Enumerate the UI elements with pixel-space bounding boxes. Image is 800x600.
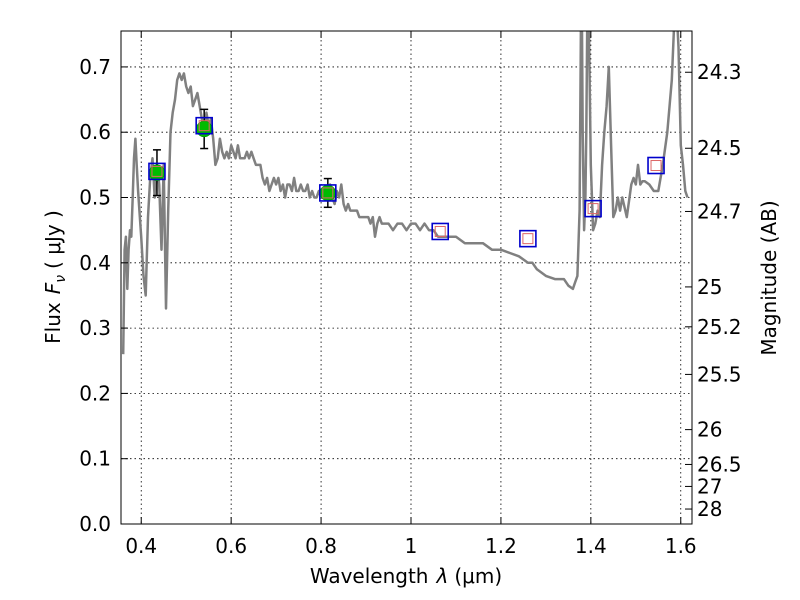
x-tick-label-5: 1.4 xyxy=(575,534,607,558)
mag-tick-label-3: 25 xyxy=(697,275,722,299)
model-point-0 xyxy=(148,162,166,181)
sed-model-layer xyxy=(121,31,689,355)
y-tick-label-3: 0.3 xyxy=(79,316,111,340)
ticks xyxy=(121,31,692,525)
y-tick-labels: 0.0 0.1 0.2 0.3 0.4 0.5 0.6 0.7 xyxy=(79,55,111,536)
mag-tick-label-9: 28 xyxy=(697,497,722,521)
y-tick-label-7: 0.7 xyxy=(79,55,111,79)
mag-tick-label-0: 24.3 xyxy=(697,60,742,84)
mag-tick-label-2: 24.7 xyxy=(697,199,742,223)
model-point-1 xyxy=(195,116,213,135)
y-tick-label-6: 0.6 xyxy=(79,120,111,144)
x-tick-label-2: 0.8 xyxy=(305,534,337,558)
x-tick-label-1: 0.6 xyxy=(215,534,247,558)
mag-tick-label-8: 27 xyxy=(697,474,722,498)
observed-point-0 xyxy=(148,164,166,181)
y-axis-label: FluxFν( μJy ) xyxy=(41,210,69,344)
observed-point-2 xyxy=(319,184,337,202)
model-point-6 xyxy=(647,156,665,175)
model-point-5 xyxy=(584,199,602,218)
y-tick-label-4: 0.4 xyxy=(79,251,111,275)
model-point-4 xyxy=(519,229,537,248)
grid xyxy=(121,31,692,525)
magnitude-axis-label: Magnitude (AB) xyxy=(757,200,781,355)
mag-tick-label-7: 26.5 xyxy=(697,452,742,476)
y-tick-label-0: 0.0 xyxy=(79,512,111,536)
x-tick-label-3: 1 xyxy=(405,534,418,558)
model-point-2 xyxy=(319,184,337,202)
x-tick-label-0: 0.4 xyxy=(125,534,157,558)
x-tick-label-4: 1.2 xyxy=(485,534,517,558)
y-tick-label-1: 0.1 xyxy=(79,447,111,471)
mag-tick-label-5: 25.5 xyxy=(697,362,742,386)
x-tick-label-6: 1.6 xyxy=(665,534,697,558)
mag-tick-label-6: 26 xyxy=(697,418,722,442)
model-point-3 xyxy=(431,222,450,241)
y-tick-label-5: 0.5 xyxy=(79,186,111,210)
observed-point-1 xyxy=(195,120,213,138)
sed-model-line xyxy=(121,31,689,355)
y-tick-label-2: 0.2 xyxy=(79,381,111,405)
x-axis-label: Wavelength λ (μm) xyxy=(310,564,502,588)
mag-tick-label-4: 25.2 xyxy=(697,315,742,339)
mag-tick-label-1: 24.5 xyxy=(697,136,742,160)
model-points xyxy=(148,116,665,248)
plot-frame xyxy=(120,30,693,525)
x-tick-labels: 0.4 0.6 0.8 1 1.2 1.4 1.6 xyxy=(125,534,696,558)
